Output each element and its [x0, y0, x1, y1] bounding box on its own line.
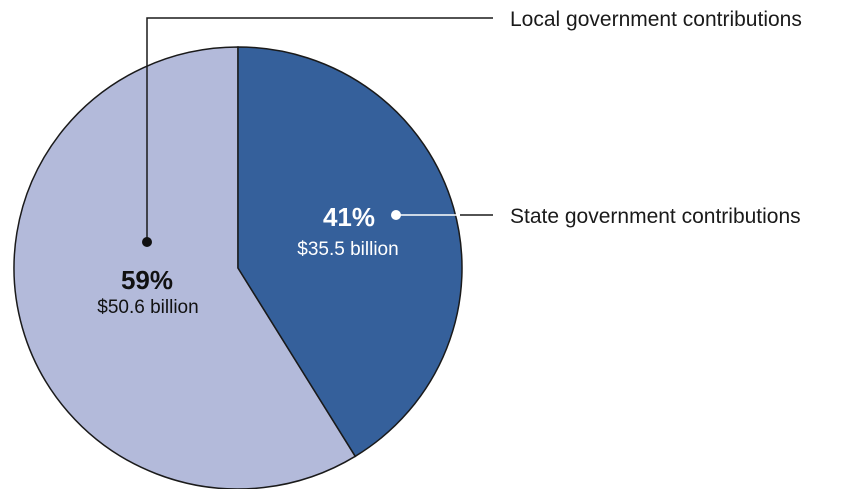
slice-percent-local: 59%: [121, 265, 173, 295]
legend-label-local: Local government contributions: [510, 8, 802, 31]
pie-slice-state: [237, 46, 463, 458]
slice-amount-local: $50.6 billion: [97, 297, 198, 318]
slice-amount-state: $35.5 billion: [297, 239, 398, 260]
slice-percent-state: 41%: [323, 202, 375, 232]
leader-marker-local: [142, 237, 152, 247]
leader-marker-state: [391, 210, 401, 220]
legend-label-state: State government contributions: [510, 205, 801, 228]
leader-line-local: [146, 17, 493, 242]
